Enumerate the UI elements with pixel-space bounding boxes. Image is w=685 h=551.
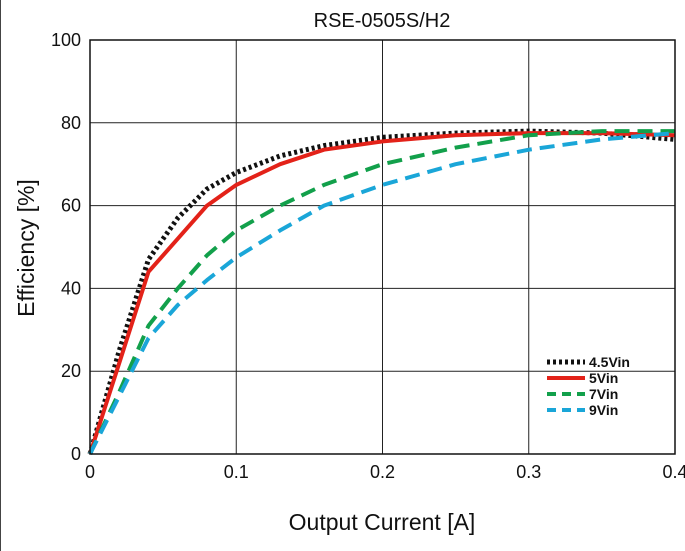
y-tick-label: 20: [61, 361, 81, 381]
x-tick-label: 0: [85, 462, 95, 482]
y-tick-label: 100: [51, 30, 81, 50]
y-tick-label: 60: [61, 196, 81, 216]
chart-title: RSE-0505S/H2: [314, 10, 451, 32]
plot-frame: [89, 39, 676, 455]
x-axis-label: Output Current [A]: [289, 509, 476, 535]
series-line-9vin: [88, 131, 676, 455]
tick-labels: 0 0.1 0.2 0.3 0.4 0 20 40 60 80 100: [51, 30, 685, 482]
y-tick-label: 80: [61, 113, 81, 133]
y-tick-label: 0: [71, 444, 81, 464]
x-tick-label: 0.4: [662, 462, 685, 482]
series-line-5vin: [88, 131, 676, 455]
x-tick-label: 0.2: [370, 462, 395, 482]
legend-label: 9Vin: [589, 402, 618, 418]
legend-label: 7Vin: [589, 386, 618, 402]
legend-label: 4.5Vin: [589, 354, 630, 370]
series-line-7vin: [88, 129, 675, 455]
grid-lines: [90, 40, 675, 454]
legend-label: 5Vin: [589, 370, 618, 386]
y-tick-label: 40: [61, 278, 81, 298]
y-axis-label: Efficiency [%]: [13, 179, 39, 317]
series-lines: [87, 128, 676, 455]
x-tick-label: 0.1: [224, 462, 249, 482]
x-tick-label: 0.3: [516, 462, 541, 482]
